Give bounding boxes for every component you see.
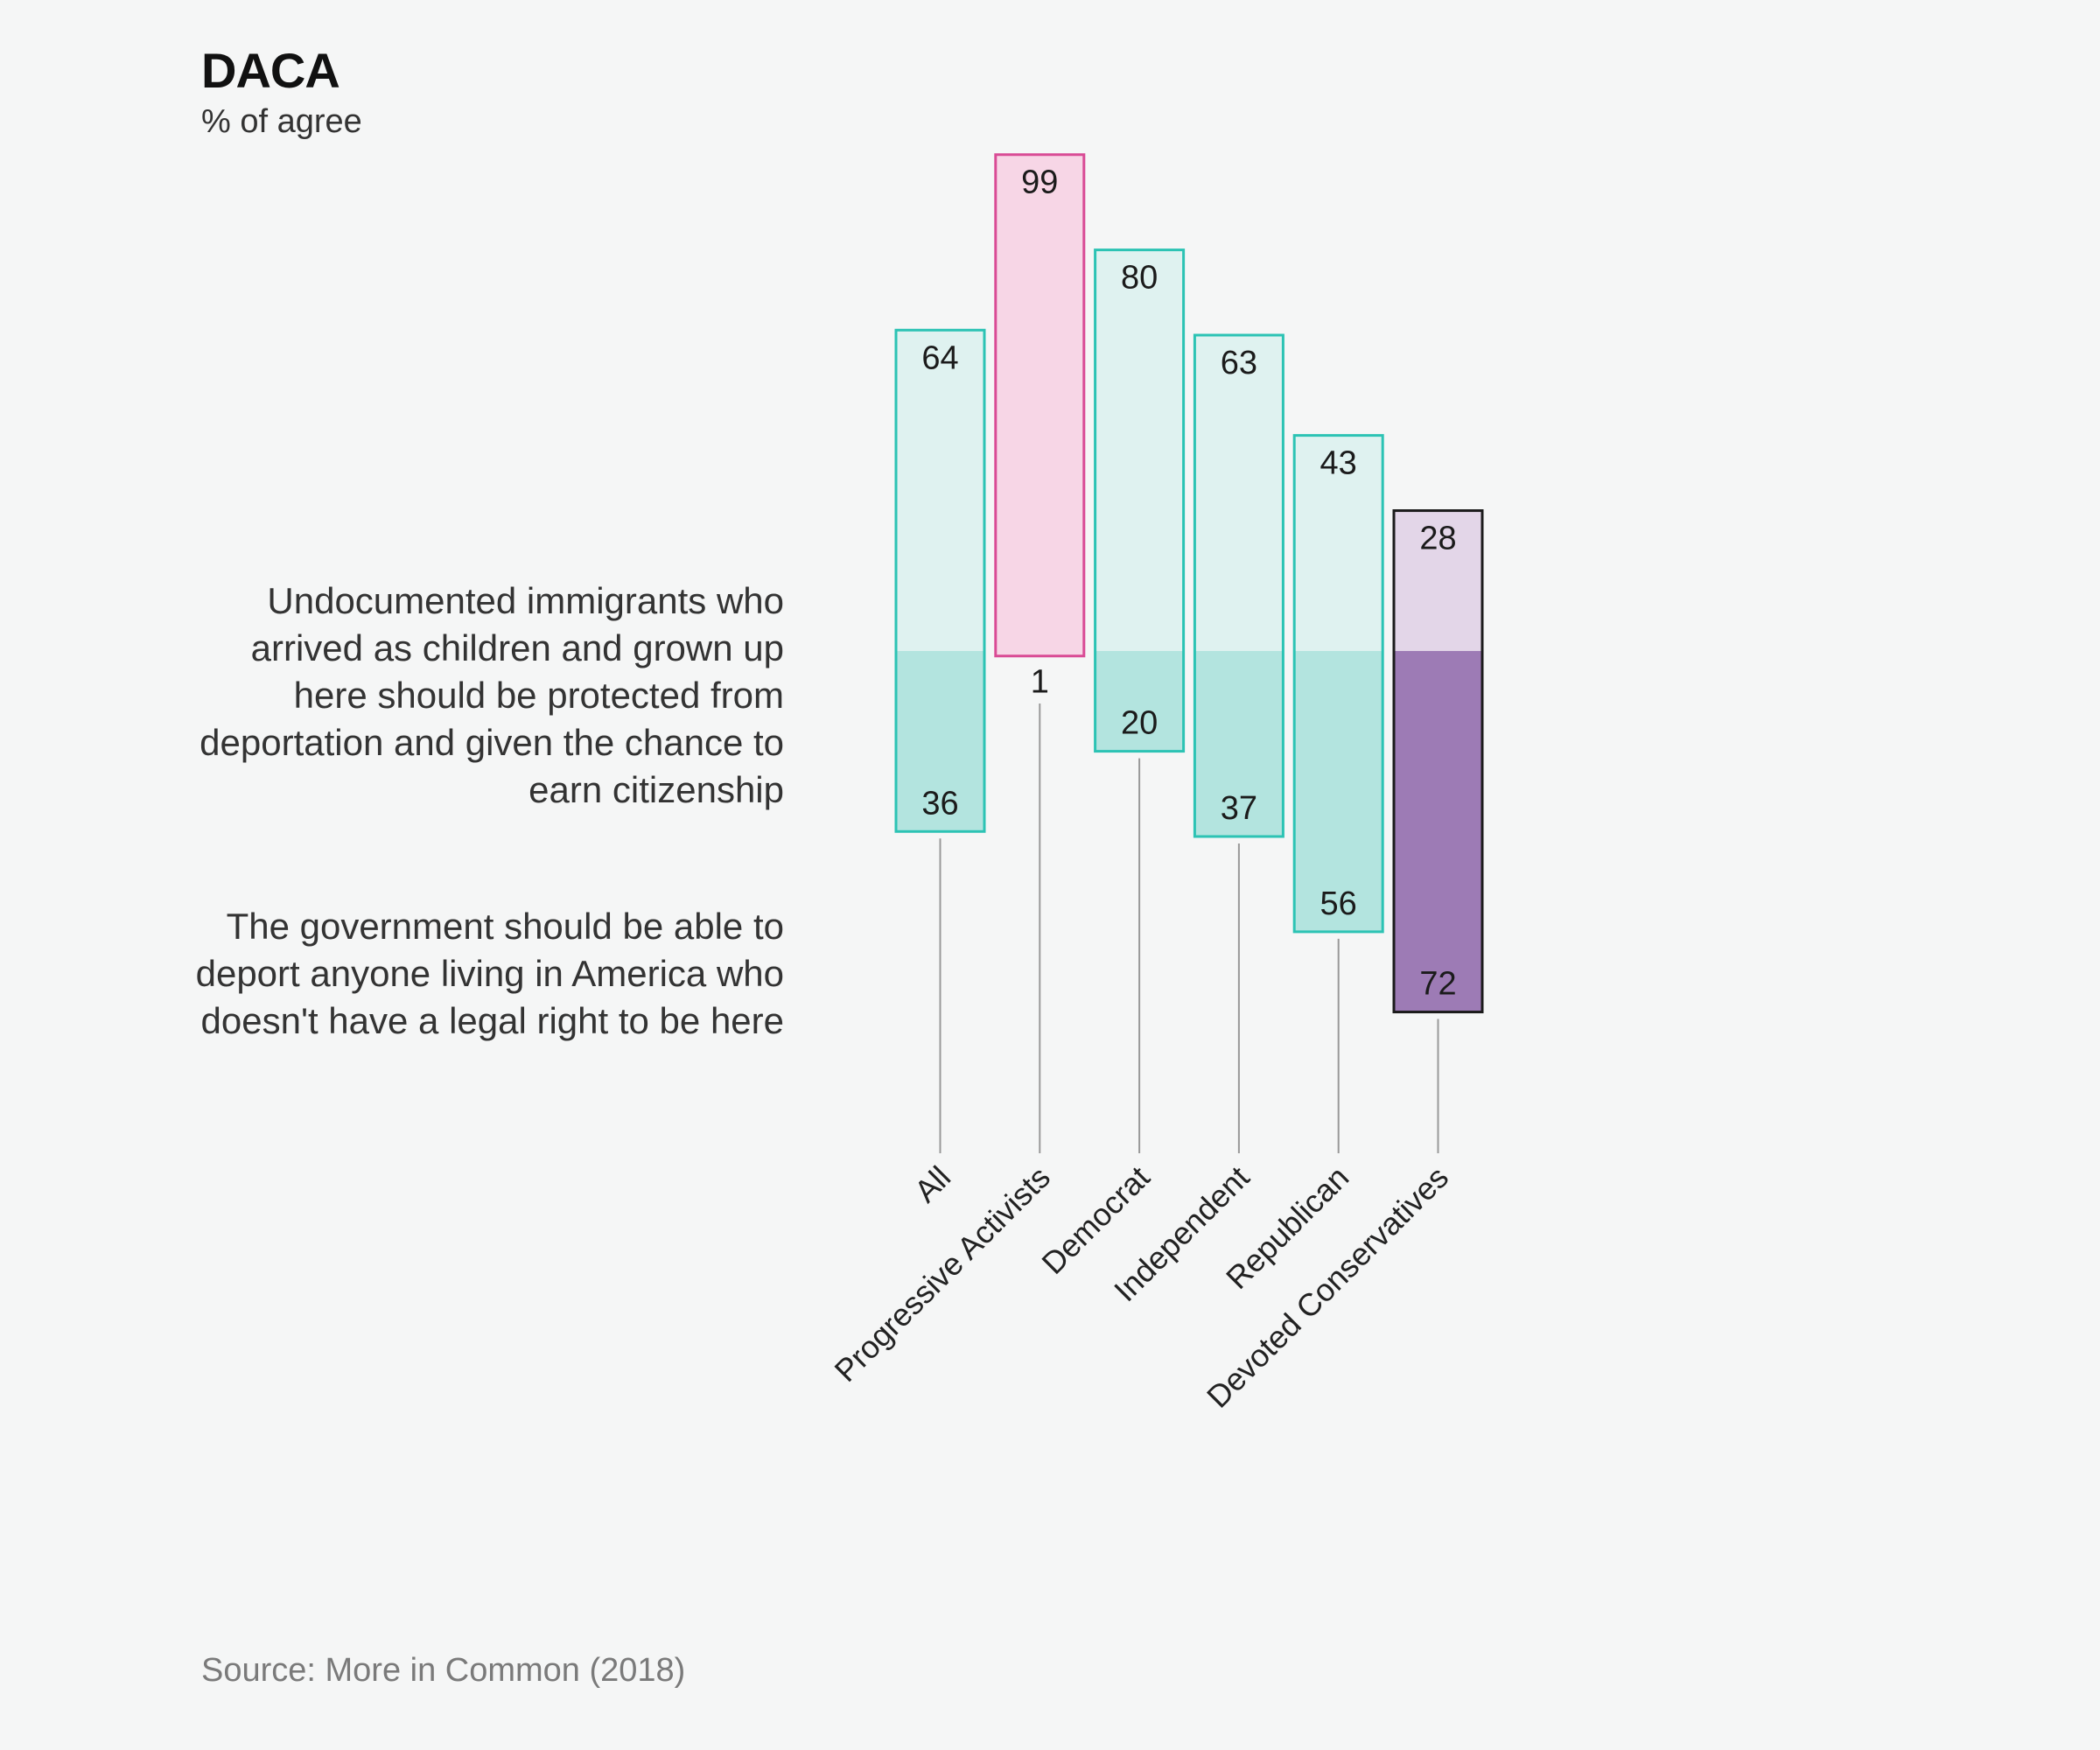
data-label-disagree: 36: [921, 785, 958, 822]
chart-title: DACA: [201, 43, 340, 98]
data-label-agree: 99: [1021, 164, 1058, 201]
bar-outline: [1392, 509, 1484, 1014]
source-note: Source: More in Common (2018): [201, 1652, 686, 1689]
data-label-agree: 63: [1221, 345, 1257, 382]
category-label: All: [907, 1159, 957, 1209]
data-label-agree: 43: [1320, 445, 1357, 482]
bar-disagree-segment: [1194, 651, 1284, 837]
bar-outline: [1193, 333, 1284, 838]
statement-disagree: The government should be able to deport …: [195, 906, 784, 1041]
data-label-agree: 28: [1419, 521, 1456, 557]
bar-disagree-segment: [995, 651, 1084, 656]
statement-agree: Undocumented immigrants who arrived as c…: [200, 580, 784, 810]
data-label-disagree: 37: [1221, 790, 1257, 827]
bar-agree-segment: [1394, 510, 1482, 651]
bar-outline: [1094, 248, 1186, 753]
data-label-disagree: 72: [1419, 966, 1456, 1003]
bar-agree-segment: [1294, 435, 1383, 651]
data-label-agree: 64: [921, 340, 958, 376]
bar-agree-segment: [896, 330, 984, 651]
bar-disagree-segment: [896, 651, 984, 832]
data-label-disagree: 20: [1121, 705, 1158, 742]
data-label-disagree: 1: [1031, 664, 1049, 701]
bar-agree-segment: [995, 154, 1084, 652]
bar-agree-segment: [1095, 249, 1184, 651]
bar-disagree-segment: [1394, 651, 1482, 1012]
bar-outline: [1292, 434, 1384, 934]
bar-outline: [894, 328, 986, 833]
data-label-disagree: 56: [1320, 886, 1357, 922]
bar-outline: [994, 153, 1086, 658]
data-label-agree: 80: [1121, 260, 1158, 297]
chart-subtitle: % of agree: [201, 103, 362, 140]
bar-disagree-segment: [1294, 651, 1383, 932]
bar-disagree-segment: [1095, 651, 1184, 752]
bar-agree-segment: [1194, 335, 1284, 651]
